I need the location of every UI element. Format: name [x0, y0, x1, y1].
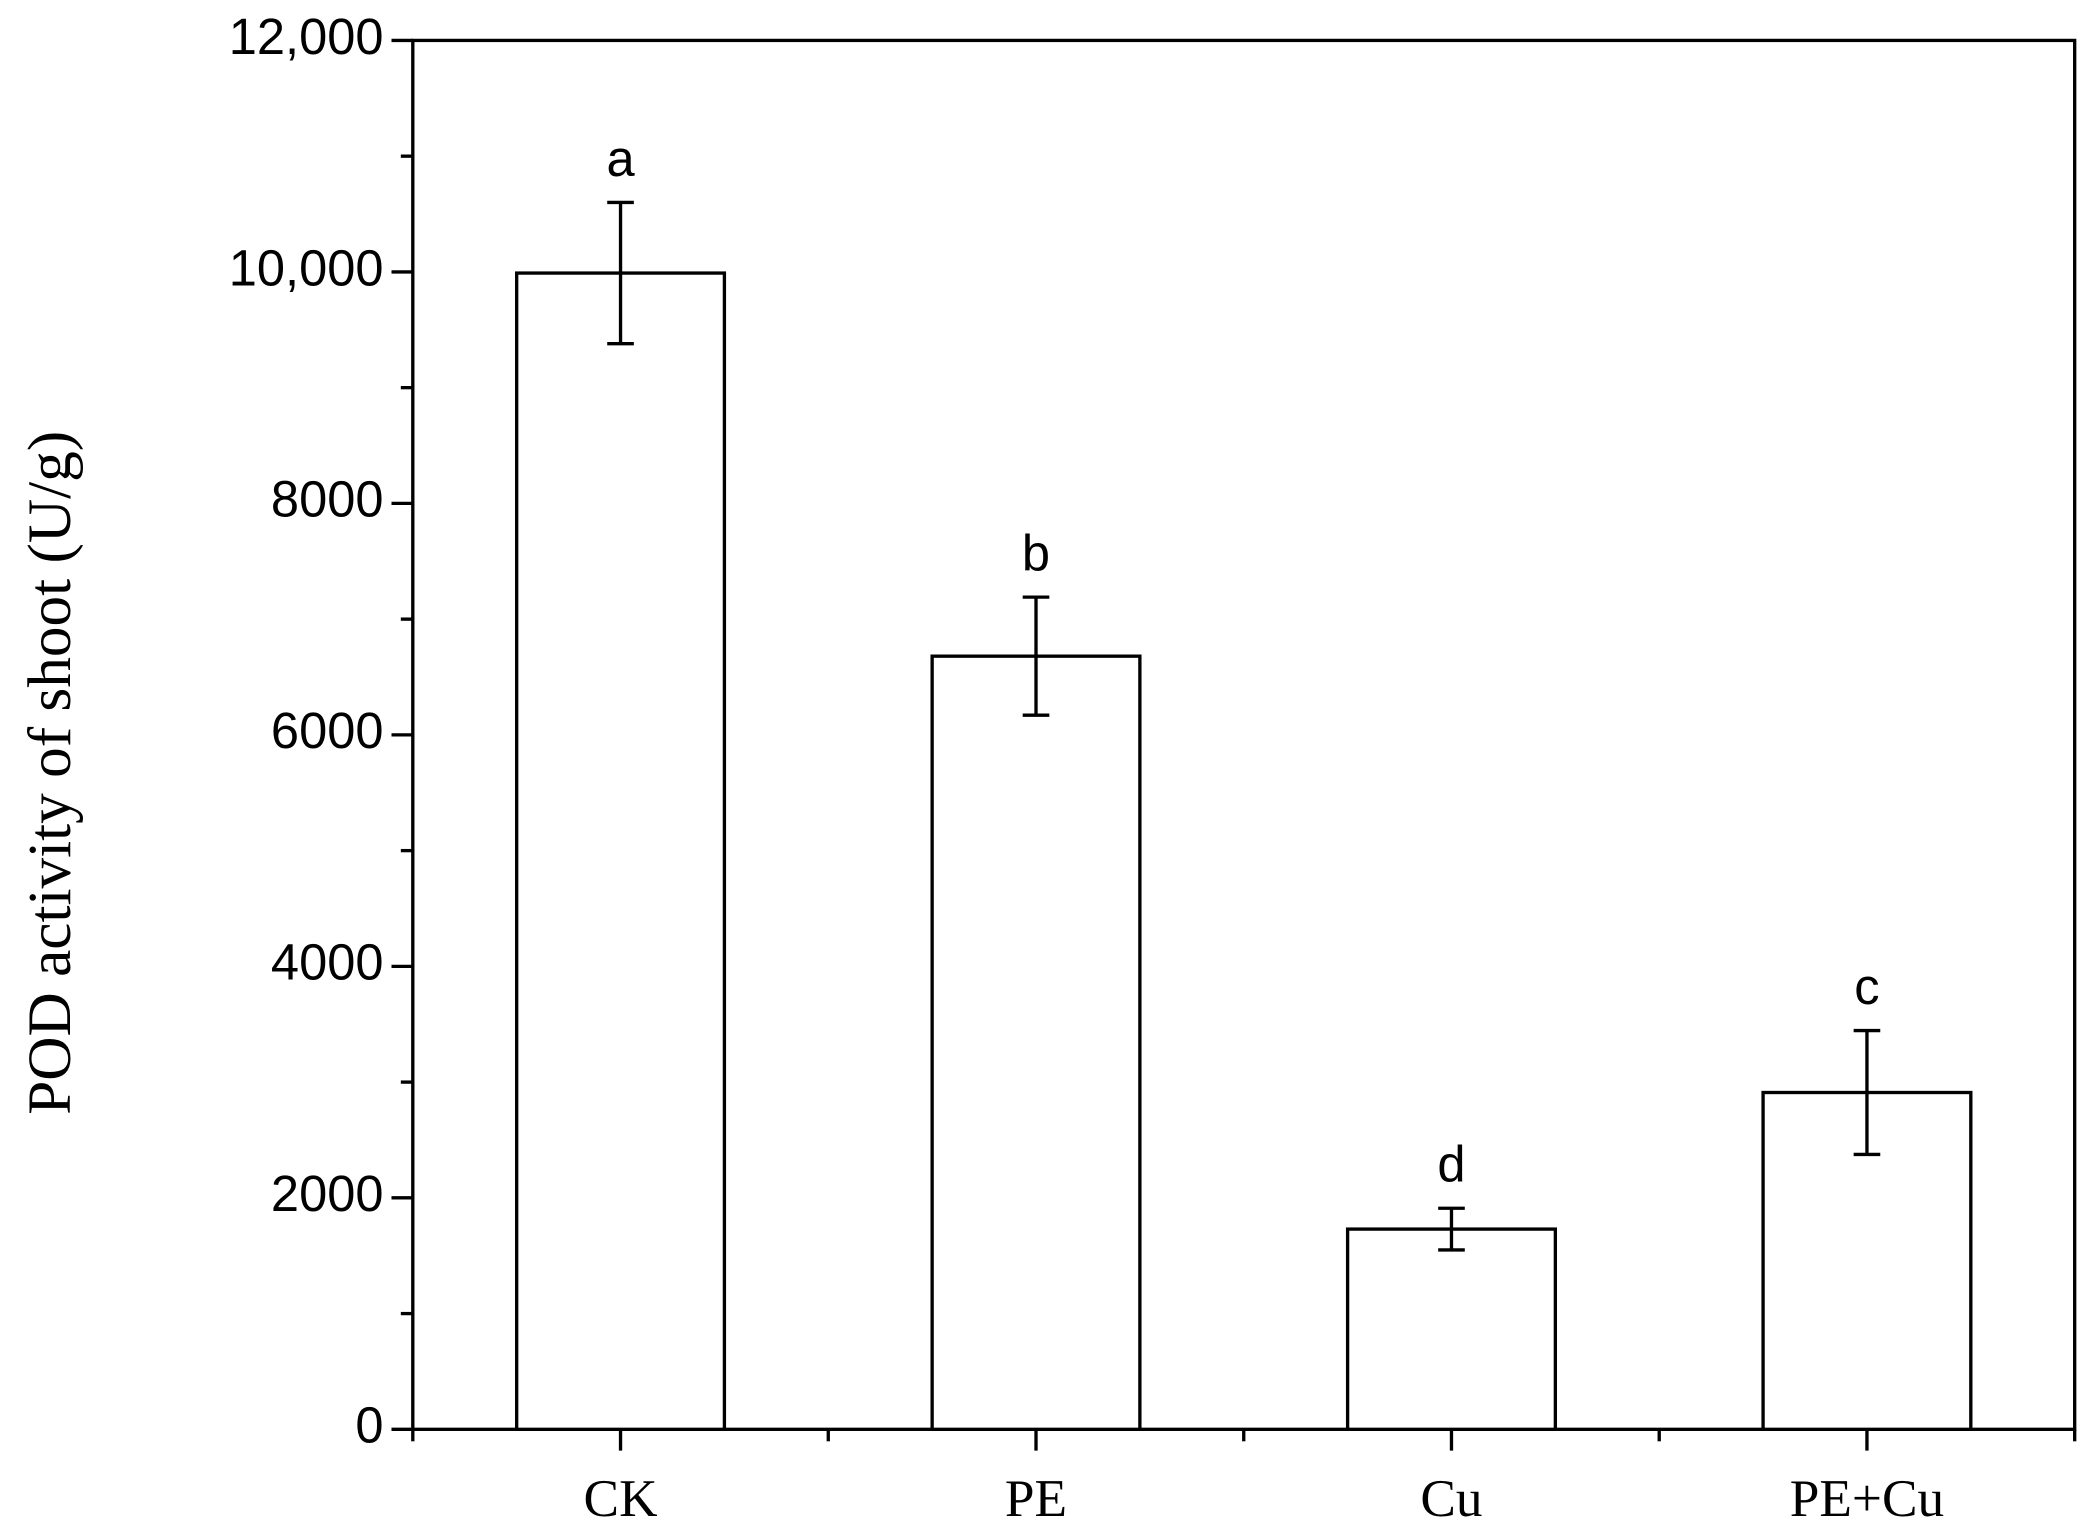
- bar: [930, 654, 1142, 1431]
- y-tick-label: 2000: [271, 1165, 384, 1222]
- x-tick-label: CK: [584, 1469, 658, 1528]
- x-tick-label: Cu: [1420, 1469, 1482, 1528]
- significance-letter: b: [1022, 525, 1050, 582]
- y-tick-label: 8000: [271, 471, 384, 528]
- y-tick-label: 10,000: [229, 239, 384, 296]
- y-tick-label: 4000: [271, 934, 384, 991]
- bar: [515, 271, 727, 1431]
- significance-letter: c: [1854, 958, 1879, 1015]
- significance-letter: a: [606, 130, 635, 187]
- x-tick-label: PE+Cu: [1790, 1469, 1944, 1528]
- y-tick-label: 0: [355, 1397, 383, 1454]
- y-tick-label: 12,000: [229, 8, 384, 65]
- bar: [1345, 1227, 1558, 1431]
- x-tick-label: PE: [1005, 1469, 1067, 1528]
- y-tick-label: 6000: [271, 702, 384, 759]
- significance-letter: d: [1437, 1136, 1465, 1193]
- y-axis-label: POD activity of shoot (U/g): [16, 431, 84, 1115]
